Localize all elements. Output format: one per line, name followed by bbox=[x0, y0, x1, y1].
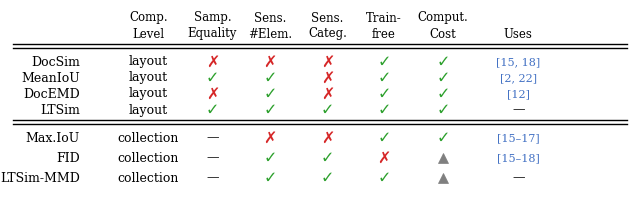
Text: ✓: ✓ bbox=[436, 103, 449, 117]
Text: ✓: ✓ bbox=[378, 70, 390, 86]
Text: Train-: Train- bbox=[366, 11, 402, 24]
Text: ✓: ✓ bbox=[436, 86, 449, 101]
Text: ✓: ✓ bbox=[436, 130, 449, 145]
Text: ✓: ✓ bbox=[264, 70, 276, 86]
Text: —: — bbox=[206, 132, 219, 145]
Text: —: — bbox=[512, 103, 525, 117]
Text: #Elem.: #Elem. bbox=[248, 28, 292, 40]
Text: Level: Level bbox=[132, 28, 164, 40]
Text: Uses: Uses bbox=[504, 28, 533, 40]
Text: Equality: Equality bbox=[188, 28, 237, 40]
Text: ✗: ✗ bbox=[264, 55, 276, 70]
Text: LTSim: LTSim bbox=[40, 103, 80, 117]
Text: ✓: ✓ bbox=[264, 150, 276, 165]
Text: ✓: ✓ bbox=[321, 150, 334, 165]
Text: Comput.: Comput. bbox=[417, 11, 468, 24]
Text: ✓: ✓ bbox=[378, 130, 390, 145]
Text: ✓: ✓ bbox=[264, 170, 276, 185]
Text: DocSim: DocSim bbox=[31, 55, 80, 68]
Text: ✓: ✓ bbox=[206, 103, 219, 117]
Text: ✓: ✓ bbox=[378, 103, 390, 117]
Text: ✗: ✗ bbox=[321, 86, 334, 101]
Text: [15–18]: [15–18] bbox=[497, 153, 540, 163]
Text: Max.IoU: Max.IoU bbox=[26, 132, 80, 145]
Text: ✓: ✓ bbox=[321, 170, 334, 185]
Text: ✗: ✗ bbox=[378, 150, 390, 165]
Text: ✓: ✓ bbox=[436, 55, 449, 70]
Text: [15, 18]: [15, 18] bbox=[496, 57, 541, 67]
Text: [2, 22]: [2, 22] bbox=[500, 73, 537, 83]
Text: free: free bbox=[372, 28, 396, 40]
Text: ✓: ✓ bbox=[436, 70, 449, 86]
Text: ✗: ✗ bbox=[206, 86, 219, 101]
Text: collection: collection bbox=[118, 132, 179, 145]
Text: layout: layout bbox=[129, 72, 168, 84]
Text: ✓: ✓ bbox=[321, 103, 334, 117]
Text: Cost: Cost bbox=[429, 28, 456, 40]
Text: ✓: ✓ bbox=[378, 86, 390, 101]
Text: ✗: ✗ bbox=[264, 130, 276, 145]
Text: ✗: ✗ bbox=[321, 130, 334, 145]
Text: —: — bbox=[206, 172, 219, 185]
Text: ✗: ✗ bbox=[321, 55, 334, 70]
Text: ✗: ✗ bbox=[206, 55, 219, 70]
Text: DocEMD: DocEMD bbox=[23, 88, 80, 101]
Text: layout: layout bbox=[129, 103, 168, 117]
Text: layout: layout bbox=[129, 88, 168, 101]
Text: collection: collection bbox=[118, 172, 179, 185]
Text: Sens.: Sens. bbox=[312, 11, 344, 24]
Text: Categ.: Categ. bbox=[308, 28, 347, 40]
Text: —: — bbox=[206, 152, 219, 165]
Text: layout: layout bbox=[129, 55, 168, 68]
Text: ✓: ✓ bbox=[264, 103, 276, 117]
Text: Comp.: Comp. bbox=[129, 11, 168, 24]
Text: ✓: ✓ bbox=[206, 70, 219, 86]
Text: ✓: ✓ bbox=[378, 55, 390, 70]
Text: ✗: ✗ bbox=[321, 70, 334, 86]
Text: Sens.: Sens. bbox=[254, 11, 286, 24]
Text: [15–17]: [15–17] bbox=[497, 133, 540, 143]
Text: collection: collection bbox=[118, 152, 179, 165]
Text: MeanIoU: MeanIoU bbox=[21, 72, 80, 84]
Text: [12]: [12] bbox=[507, 89, 530, 99]
Text: —: — bbox=[512, 172, 525, 185]
Text: Samp.: Samp. bbox=[194, 11, 231, 24]
Text: ✓: ✓ bbox=[378, 170, 390, 185]
Text: FID: FID bbox=[56, 152, 80, 165]
Text: ✓: ✓ bbox=[264, 86, 276, 101]
Text: LTSim-MMD: LTSim-MMD bbox=[0, 172, 80, 185]
